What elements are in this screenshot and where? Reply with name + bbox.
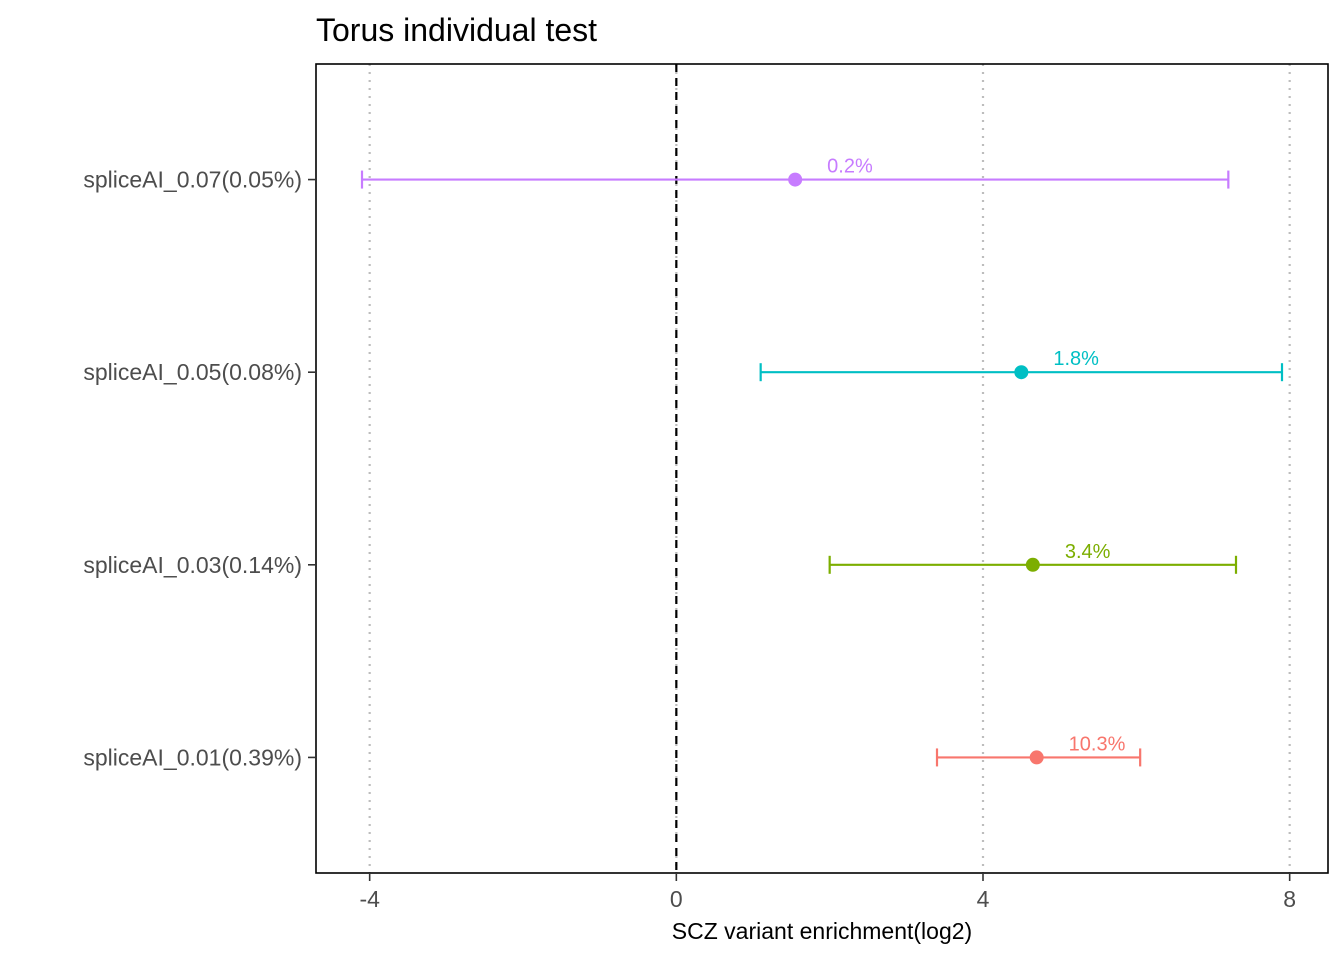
- point-label: 10.3%: [1069, 733, 1126, 755]
- estimate-point: [1014, 365, 1029, 380]
- y-axis: spliceAI_0.07(0.05%) spliceAI_0.05(0.08%)…: [83, 167, 316, 770]
- point-label: 3.4%: [1065, 541, 1111, 563]
- x-tick-label: 8: [1283, 886, 1296, 912]
- y-tick-label: spliceAI_0.05(0.08%): [83, 359, 302, 385]
- series-row: 1.8%: [759, 348, 1284, 382]
- y-tick-label: spliceAI_0.01(0.39%): [83, 744, 302, 770]
- x-tick-label: -4: [359, 886, 380, 912]
- estimate-point: [788, 172, 803, 187]
- series-row: 3.4%: [828, 541, 1238, 574]
- estimate-point: [1029, 750, 1044, 765]
- y-tick-label: spliceAI_0.03(0.14%): [83, 552, 302, 578]
- x-axis: -4 0 4 8: [359, 873, 1296, 912]
- series-row: 10.3%: [935, 733, 1142, 767]
- point-label: 0.2%: [827, 156, 873, 178]
- series-row: 0.2%: [360, 156, 1230, 189]
- panel-border: [315, 63, 1329, 874]
- y-tick-label: spliceAI_0.07(0.05%): [83, 167, 302, 193]
- estimate-point: [1025, 557, 1040, 572]
- point-label: 1.8%: [1053, 348, 1099, 370]
- chart-title: Torus individual test: [316, 12, 597, 48]
- series-marks: 0.2% 1.8% 3.4% 10.3%: [360, 156, 1284, 767]
- x-axis-title: SCZ variant enrichment(log2): [672, 918, 972, 944]
- x-tick-label: 0: [670, 886, 683, 912]
- grid-lines: [368, 64, 1291, 873]
- x-tick-label: 4: [977, 886, 990, 912]
